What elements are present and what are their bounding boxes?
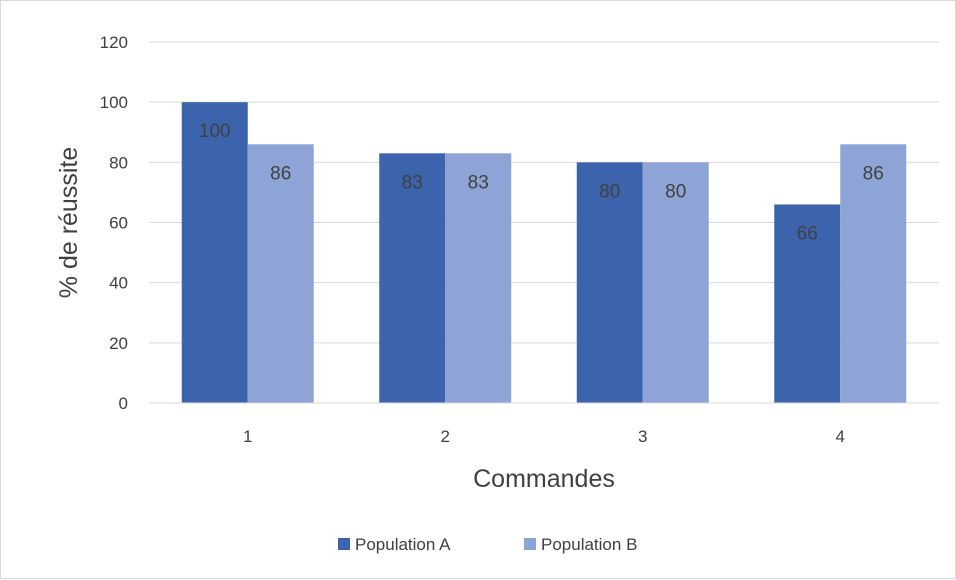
- bar-series-2-cat-2: [445, 153, 512, 403]
- legend-swatch-1: [338, 538, 350, 550]
- data-labels: 100 86 83 83 80 80 66 86: [199, 121, 884, 244]
- x-axis-ticks: 1 2 3 4: [243, 427, 845, 446]
- y-tick-label: 120: [100, 33, 128, 52]
- data-label: 83: [402, 172, 423, 193]
- x-tick-label: 1: [243, 427, 252, 446]
- x-tick-label: 4: [836, 427, 845, 446]
- y-tick-label: 0: [119, 394, 128, 413]
- x-tick-label: 3: [638, 427, 647, 446]
- legend-label-2: Population B: [541, 535, 637, 554]
- legend-swatch-2: [524, 538, 536, 550]
- bars: [181, 102, 907, 404]
- x-tick-label: 2: [441, 427, 450, 446]
- bar-series-1-cat-4: [774, 204, 841, 403]
- bar-series-2-cat-4: [840, 144, 907, 404]
- bar-series-1-cat-2: [379, 153, 446, 403]
- bar-series-1-cat-3: [576, 162, 643, 403]
- y-tick-label: 20: [109, 334, 128, 353]
- y-tick-label: 80: [109, 153, 128, 172]
- bar-series-2-cat-3: [642, 162, 709, 403]
- x-axis-title: Commandes: [473, 465, 615, 493]
- y-tick-label: 100: [100, 93, 128, 112]
- y-axis-title: % de réussite: [55, 147, 83, 298]
- y-tick-label: 40: [109, 274, 128, 293]
- data-label: 80: [665, 181, 686, 202]
- data-label: 100: [199, 121, 231, 142]
- data-label: 86: [270, 163, 291, 184]
- bar-series-1-cat-1: [181, 102, 248, 404]
- data-label: 66: [797, 223, 818, 244]
- legend-label-1: Population A: [355, 535, 451, 554]
- legend: Population A Population B: [338, 535, 637, 554]
- data-label: 83: [468, 172, 489, 193]
- bar-series-2-cat-1: [247, 144, 314, 404]
- y-axis-ticks: 0 20 40 60 80 100 120: [100, 33, 128, 413]
- y-tick-label: 60: [109, 214, 128, 233]
- data-label: 86: [863, 163, 884, 184]
- data-label: 80: [599, 181, 620, 202]
